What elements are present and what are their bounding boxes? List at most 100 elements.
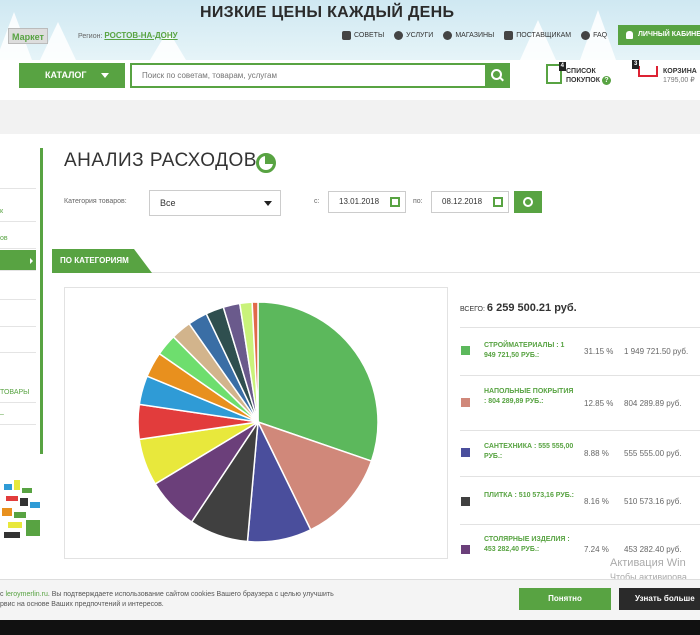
cart[interactable]: 3 КОРЗИНА 1795,00 ₽ xyxy=(632,60,697,85)
decor-tree xyxy=(150,30,186,60)
sidebar-item[interactable]: – xyxy=(0,404,36,425)
shoplist-label-2: ПОКУПОК xyxy=(566,77,601,84)
legend-amount: 510 573.16 руб. xyxy=(624,497,682,506)
page-title: АНАЛИЗ РАСХОДОВ xyxy=(64,150,257,171)
sidebar-item[interactable] xyxy=(0,306,36,327)
legend-percent: 31.15 % xyxy=(584,347,614,356)
region-selector[interactable]: Регион: РОСТОВ-НА-ДОНУ xyxy=(78,31,178,40)
legend-amount: 1 949 721.50 руб. xyxy=(624,347,689,356)
taskbar xyxy=(0,620,700,635)
link-services[interactable]: УСЛУГИ xyxy=(394,31,433,40)
to-label: по: xyxy=(413,198,423,205)
link-suppliers[interactable]: ПОСТАВЩИКАМ xyxy=(504,31,571,40)
pie-slice[interactable] xyxy=(251,301,259,423)
apply-filter-button[interactable] xyxy=(514,191,542,213)
sidebar-item[interactable]: ов xyxy=(0,228,36,249)
sidebar-item[interactable] xyxy=(0,168,36,189)
cookie-text-2: рвис на основе Ваших предпочтений и инте… xyxy=(0,601,164,608)
map-pin-icon xyxy=(443,31,453,40)
legend-row: САНТЕХНИКА : 555 555,00 РУБ.: 8.88 % 555… xyxy=(460,430,700,476)
account-button[interactable]: ЛИЧНЫЙ КАБИНЕТ xyxy=(618,25,700,45)
legend-amount: 453 282.40 руб. xyxy=(624,545,682,554)
category-select[interactable]: Все xyxy=(149,190,281,216)
cookie-text-1: . Вы подтверждаете использование сайтом … xyxy=(47,591,334,598)
legend-amount: 555 555.00 руб. xyxy=(624,449,682,458)
link-faq[interactable]: FAQ xyxy=(581,31,607,40)
link-label: СОВЕТЫ xyxy=(354,32,385,39)
cookie-accept-button[interactable]: Понятно xyxy=(519,588,611,610)
cart-label: КОРЗИНА xyxy=(663,68,697,75)
legend-name[interactable]: ПЛИТКА : 510 573,16 РУБ.: xyxy=(484,492,575,499)
decor-tree xyxy=(520,20,556,60)
legend-row: НАПОЛЬНЫЕ ПОКРЫТИЯ : 804 289,89 РУБ.: 12… xyxy=(460,375,700,428)
link-label: МАГАЗИНЫ xyxy=(455,32,495,39)
search-button[interactable] xyxy=(485,65,508,86)
cart-sum: 1795,00 ₽ xyxy=(663,77,695,84)
legend-swatch xyxy=(461,545,470,554)
gear-icon xyxy=(394,31,404,40)
cookie-bar: с leroymerlin.ru. Вы подтверждаете испол… xyxy=(0,579,700,620)
link-stores[interactable]: МАГАЗИНЫ xyxy=(443,31,494,40)
question-icon xyxy=(581,31,591,40)
total: ВСЕГО: 6 259 500.21 руб. xyxy=(460,302,577,314)
legend-name[interactable]: СТОЛЯРНЫЕ ИЗДЕЛИЯ : 453 282,40 РУБ.: xyxy=(484,536,570,553)
legend-percent: 12.85 % xyxy=(584,399,614,408)
cart-count: 3 xyxy=(632,60,640,69)
from-label: с: xyxy=(314,198,320,205)
pie-chart xyxy=(137,301,379,543)
legend-name[interactable]: САНТЕХНИКА : 555 555,00 РУБ.: xyxy=(484,443,574,460)
shoplist-label: СПИСОК xyxy=(566,68,596,75)
sidebar-divider xyxy=(40,148,43,454)
top-header: НИЗКИЕ ЦЕНЫ КАЖДЫЙ ДЕНЬ Маркет Регион: Р… xyxy=(0,0,700,60)
shoplist-count: 4 xyxy=(558,62,566,71)
pie-slice[interactable] xyxy=(257,301,379,463)
search-box xyxy=(130,63,510,88)
calendar-icon[interactable] xyxy=(390,197,400,207)
tab-by-categories[interactable]: ПО КАТЕГОРИЯМ xyxy=(52,249,152,273)
pie-slice[interactable] xyxy=(256,420,373,531)
cookie-text: с leroymerlin.ru. Вы подтверждаете испол… xyxy=(0,590,420,610)
legend-swatch xyxy=(461,346,470,355)
help-icon[interactable]: ? xyxy=(601,76,611,85)
market-button[interactable]: Маркет xyxy=(8,28,48,44)
category-value: Все xyxy=(160,198,176,208)
chart-container xyxy=(64,287,448,559)
nav-row: КАТАЛОГ 4 СПИСОК ПОКУПОК ? 3 КОРЗИНА 179… xyxy=(0,60,700,100)
legend-swatch xyxy=(461,398,470,407)
chevron-down-icon xyxy=(264,201,272,206)
category-label: Категория товаров: xyxy=(64,198,127,205)
watermark-line-1: Активация Win xyxy=(610,557,686,569)
windows-activation-watermark: Активация Win Чтобы активирова xyxy=(610,556,687,584)
tips-icon xyxy=(342,31,351,40)
catalog-button[interactable]: КАТАЛОГ xyxy=(19,63,125,88)
legend-row: СТРОЙМАТЕРИАЛЫ : 1 949 721,50 РУБ.: 31.1… xyxy=(460,327,700,373)
list-icon: 4 xyxy=(546,62,566,84)
chevron-down-icon xyxy=(101,73,109,78)
sidebar-item-active[interactable] xyxy=(0,250,36,271)
shopping-list[interactable]: 4 СПИСОК ПОКУПОК ? xyxy=(546,62,611,85)
cart-icon: 3 xyxy=(632,60,658,82)
sidebar-item[interactable]: к xyxy=(0,201,36,222)
link-tips[interactable]: СОВЕТЫ xyxy=(342,31,384,40)
calendar-icon[interactable] xyxy=(493,197,503,207)
pie-chart-icon xyxy=(256,153,276,173)
sidebar-item[interactable] xyxy=(0,279,36,300)
promo-banner: НИЗКИЕ ЦЕНЫ КАЖДЫЙ ДЕНЬ xyxy=(200,4,455,21)
promo-image[interactable] xyxy=(0,474,46,554)
legend-amount: 804 289.89 руб. xyxy=(624,399,682,408)
legend-percent: 7.24 % xyxy=(584,545,609,554)
cookie-prefix: с xyxy=(0,591,4,598)
tab-divider xyxy=(52,272,700,273)
region-value[interactable]: РОСТОВ-НА-ДОНУ xyxy=(104,31,178,40)
sidebar-item[interactable]: ТОВАРЫ xyxy=(0,382,36,403)
legend-name[interactable]: СТРОЙМАТЕРИАЛЫ : 1 949 721,50 РУБ.: xyxy=(484,342,565,359)
watermark-line-2: Чтобы активирова xyxy=(610,572,687,582)
legend-row: ПЛИТКА : 510 573,16 РУБ.: 8.16 % 510 573… xyxy=(460,476,700,524)
to-date-field[interactable]: 08.12.2018 xyxy=(431,191,509,213)
legend-name[interactable]: НАПОЛЬНЫЕ ПОКРЫТИЯ : 804 289,89 РУБ.: xyxy=(484,388,574,405)
search-input[interactable] xyxy=(132,65,482,86)
from-date-field[interactable]: 13.01.2018 xyxy=(328,191,406,213)
sidebar-item[interactable] xyxy=(0,332,36,353)
cookie-site-link[interactable]: leroymerlin.ru xyxy=(5,591,48,598)
cookie-more-button[interactable]: Узнать больше xyxy=(619,588,700,610)
